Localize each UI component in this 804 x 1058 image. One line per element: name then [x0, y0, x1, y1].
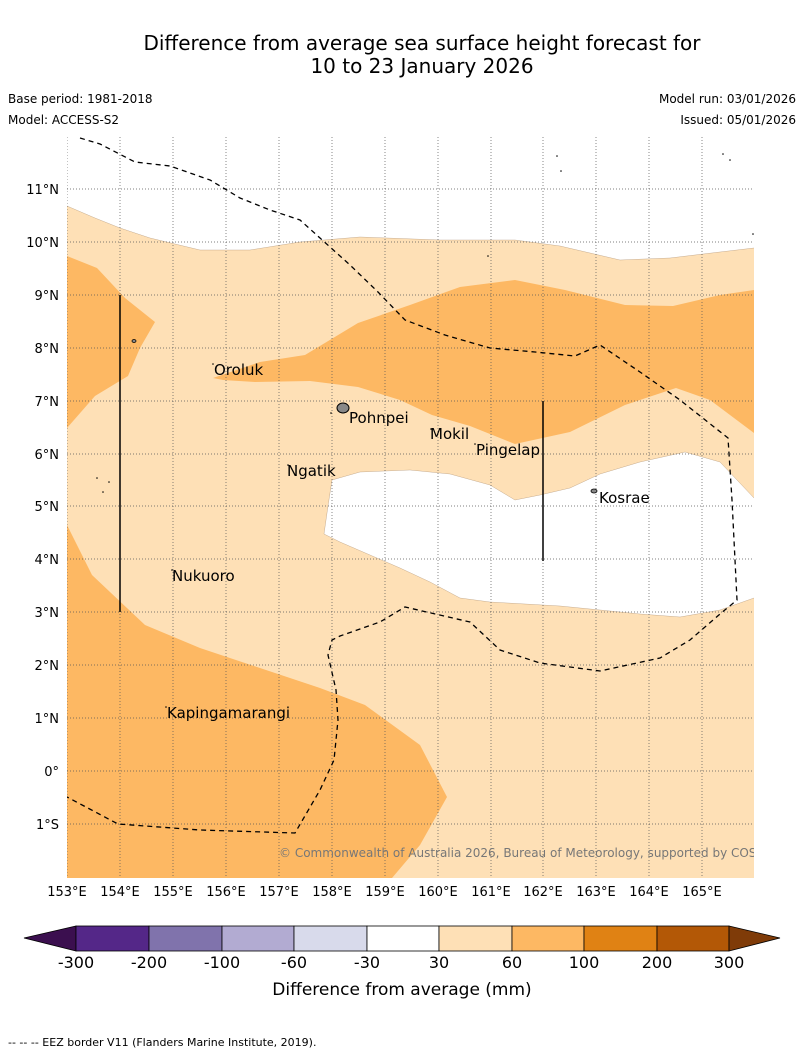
colorbar-tick: 60: [502, 953, 522, 972]
label-ngatik: Ngatik: [287, 462, 336, 480]
lat-label: 6°N: [35, 448, 60, 463]
lon-label: 159°E: [365, 885, 405, 900]
colorbar-tick: 100: [569, 953, 600, 972]
lat-label: 2°N: [35, 659, 60, 674]
lon-label: 162°E: [523, 885, 563, 900]
lon-label: 155°E: [153, 885, 193, 900]
label-pingelap: Pingelap: [476, 441, 540, 459]
band-60-100-central: [213, 280, 754, 444]
label-oroluk: Oroluk: [214, 361, 263, 379]
lat-label: 1°S: [36, 818, 59, 833]
title-line-1: Difference from average sea surface heig…: [143, 31, 701, 55]
label-mokil: Mokil: [430, 425, 469, 443]
longitude-gridlines: [67, 137, 703, 878]
lat-label: 8°N: [35, 342, 60, 357]
band-60-100-west: [67, 256, 155, 428]
colorbar-tick: 200: [642, 953, 673, 972]
colorbar-segment: [148, 925, 223, 952]
kosrae-island: [590, 488, 598, 494]
lon-label: 157°E: [259, 885, 299, 900]
colorbar-segment: [438, 925, 513, 952]
lat-label: 3°N: [35, 606, 60, 621]
lat-label: 11°N: [26, 183, 59, 198]
copyright-notice: © Commonwealth of Australia 2026, Bureau…: [279, 846, 784, 860]
lat-label: 9°N: [35, 289, 60, 304]
place-labels: Oroluk Pohnpei Mokil Pingelap Ngatik Kos…: [167, 361, 650, 722]
label-pohnpei: Pohnpei: [349, 409, 409, 427]
pohnpei-island: [336, 402, 350, 414]
lon-label: 161°E: [471, 885, 511, 900]
colorbar: -300 -200 -100 -60 -30 30 60 100 200 300…: [23, 925, 781, 1000]
latitude-labels: 11°N 10°N 9°N 8°N 7°N 6°N 5°N 4°N 3°N 2°…: [26, 183, 59, 833]
lat-label: 10°N: [26, 236, 59, 251]
colorbar-segment: [221, 925, 295, 952]
colorbar-segment: [293, 925, 368, 952]
lon-label: 164°E: [629, 885, 669, 900]
band-60-100-south: [67, 525, 447, 878]
issued-date: Issued: 05/01/2026: [680, 113, 796, 127]
neutral-region-north: [67, 137, 754, 260]
longitude-labels: 153°E 154°E 155°E 156°E 157°E 158°E 159°…: [47, 885, 722, 900]
lon-label: 160°E: [418, 885, 458, 900]
colorbar-segment: [366, 925, 440, 952]
lon-label: 165°E: [682, 885, 722, 900]
lon-label: 158°E: [312, 885, 352, 900]
colorbar-tick: -30: [354, 953, 380, 972]
neutral-region-central: [324, 452, 754, 617]
map-title: Difference from average sea surface heig…: [0, 32, 804, 78]
latitude-gridlines: [67, 188, 754, 825]
lon-label: 156°E: [206, 885, 246, 900]
colorbar-segment: [511, 925, 585, 952]
colorbar-ticks: -300 -200 -100 -60 -30 30 60 100 200 300: [58, 953, 744, 972]
colorbar-segment: [583, 925, 658, 952]
title-line-2: 10 to 23 January 2026: [310, 54, 534, 78]
colorbar-extend-min: [23, 925, 77, 952]
colorbar-tick: -200: [131, 953, 167, 972]
lon-label: 163°E: [576, 885, 616, 900]
lat-label: 7°N: [35, 395, 60, 410]
lat-label: 0°: [44, 765, 59, 780]
islet-west: [131, 339, 137, 343]
model-run: Model run: 03/01/2026: [658, 92, 796, 106]
islands: [96, 153, 754, 708]
label-nukuoro: Nukuoro: [172, 567, 235, 585]
colorbar-label: Difference from average (mm): [272, 980, 531, 1000]
colorbar-extend-max: [728, 925, 781, 952]
colorbar-segment: [656, 925, 730, 952]
colorbar-tick: 30: [429, 953, 449, 972]
colorbar-tick: -100: [204, 953, 240, 972]
colorbar-tick: 300: [714, 953, 745, 972]
lat-label: 4°N: [35, 553, 60, 568]
colorbar-tick: -60: [281, 953, 307, 972]
label-kapingamarangi: Kapingamarangi: [167, 704, 290, 722]
lat-label: 1°N: [35, 712, 60, 727]
eez-footnote: -- -- -- EEZ border V11 (Flanders Marine…: [8, 1036, 317, 1049]
lon-label: 154°E: [100, 885, 140, 900]
label-kosrae: Kosrae: [599, 489, 650, 507]
map-area: Oroluk Pohnpei Mokil Pingelap Ngatik Kos…: [67, 137, 784, 878]
colorbar-tick: -300: [58, 953, 94, 972]
base-period: Base period: 1981-2018: [8, 92, 153, 106]
lat-label: 5°N: [35, 500, 60, 515]
colorbar-segment: [75, 925, 150, 952]
lon-label: 153°E: [47, 885, 87, 900]
model-name: Model: ACCESS-S2: [8, 113, 120, 127]
